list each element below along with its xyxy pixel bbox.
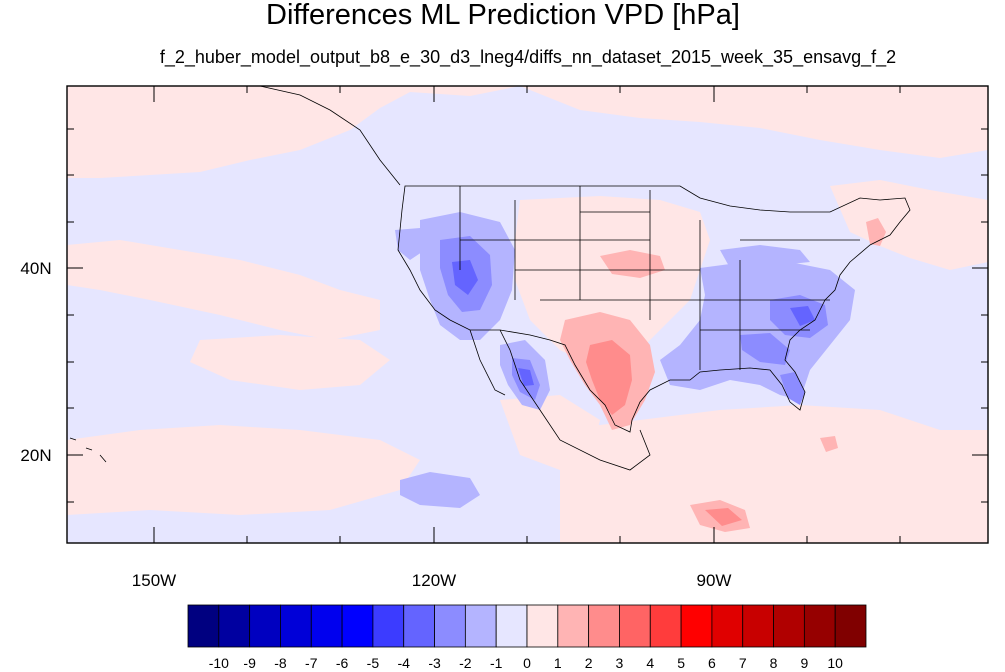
colorbar-tick-label: -10 xyxy=(209,655,229,671)
coastlines-and-borders xyxy=(69,86,911,471)
colorbar-tick-label: 10 xyxy=(827,655,843,671)
alaska-panhandle-coast xyxy=(259,86,401,186)
colorbar-tick-label: 1 xyxy=(554,655,562,671)
colorbar-segment xyxy=(649,604,682,648)
colorbar-segment xyxy=(187,604,220,648)
colorbar-tick-label: 3 xyxy=(616,655,624,671)
colorbar-segment xyxy=(619,604,651,648)
region-georgia-strong xyxy=(740,333,790,365)
positive-anomaly-light-regions xyxy=(67,86,988,543)
region-texas-red xyxy=(586,340,632,415)
colorbar-tick-label: -4 xyxy=(398,655,411,671)
hawaii-islands xyxy=(69,437,107,463)
colorbar-tick-label: -5 xyxy=(367,655,380,671)
colorbar-segment xyxy=(249,604,281,648)
region-north-pink xyxy=(520,86,988,158)
positive-anomaly-strong-regions xyxy=(586,340,742,526)
colorbar-segment xyxy=(218,604,251,648)
colorbar-segment xyxy=(495,604,528,648)
colorbar-tick-label: -6 xyxy=(336,655,349,671)
us-outline xyxy=(397,185,911,433)
region-gulf-caribbean-pink xyxy=(560,405,988,543)
x-tick-label-120w: 120W xyxy=(412,571,456,590)
colorbar-tick-label: -9 xyxy=(243,655,256,671)
region-southeast-blue xyxy=(660,262,855,400)
colorbar-tick-label: -2 xyxy=(459,655,472,671)
y-tick-label-20n: 20N xyxy=(20,446,51,465)
colorbar-segment xyxy=(680,604,713,648)
region-northwest-blue xyxy=(395,228,425,260)
colorbar-tick-label: 2 xyxy=(585,655,593,671)
colorbar-tick-label: -7 xyxy=(305,655,318,671)
baja-peninsula xyxy=(469,329,506,396)
region-nevada-deep xyxy=(452,260,478,295)
colorbar-segment xyxy=(434,604,466,648)
region-mid-pacific-pink xyxy=(190,335,390,390)
map-panel xyxy=(67,86,988,543)
region-baja-deep xyxy=(518,368,534,386)
x-tick-label-90w: 90W xyxy=(697,571,732,590)
mexico-coast xyxy=(499,329,651,471)
region-south-pacific-pink xyxy=(67,425,420,515)
colorbar-tick-label: -1 xyxy=(490,655,503,671)
colorbar-segment xyxy=(403,604,435,648)
colorbar-tick-label: 7 xyxy=(739,655,747,671)
colorbar-tick-label: 9 xyxy=(800,655,808,671)
x-tick-label-150w: 150W xyxy=(132,571,176,590)
colorbar-segment xyxy=(280,604,312,648)
region-kansas-salmon xyxy=(600,250,665,278)
region-mexico-pink xyxy=(500,395,600,470)
colorbar-segment xyxy=(372,604,405,648)
region-west-pacific-pink xyxy=(67,240,380,340)
region-northeast-pink xyxy=(830,180,988,270)
region-new-england-salmon xyxy=(866,218,886,246)
colorbar-segment xyxy=(557,604,590,648)
negative-anomaly-deep-regions xyxy=(452,260,815,386)
region-caribbean-red xyxy=(705,508,742,526)
colorbar-tick-label: 8 xyxy=(770,655,778,671)
colorbar-segment xyxy=(803,604,836,648)
colorbar-segment xyxy=(526,604,559,648)
colorbar-segment xyxy=(711,604,744,648)
colorbar-tick-label: 0 xyxy=(523,655,531,671)
y-tick-label-40n: 40N xyxy=(20,259,51,278)
region-carolina-deep xyxy=(790,306,815,326)
map-title: Differences ML Prediction VPD [hPa] xyxy=(266,0,740,31)
colorbar-segment xyxy=(464,604,497,648)
colorbar-tick-label: 5 xyxy=(677,655,685,671)
colorbar-tick-label: -8 xyxy=(274,655,287,671)
region-ohio-valley-blue xyxy=(720,245,810,268)
colorbar-segment xyxy=(341,604,374,648)
colorbar-tick-label: 6 xyxy=(708,655,716,671)
colorbar-segment xyxy=(834,604,867,648)
tick-marks xyxy=(67,86,988,543)
colorbar: -10 -9 -8 -7 -6 -5 -4 -3 -2 -1 0 1 2 3 4 5 6 7 8 9 10 xyxy=(187,604,867,671)
map-subtitle: f_2_huber_model_output_b8_e_30_d3_lneg4/… xyxy=(160,47,896,68)
colorbar-tick-label: -3 xyxy=(428,655,441,671)
region-north-pacific-pink xyxy=(67,86,520,178)
colorbar-segment xyxy=(773,604,805,648)
colorbar-segment xyxy=(588,604,620,648)
colorbar-segment xyxy=(742,604,774,648)
region-gulf-salmon xyxy=(820,436,838,452)
colorbar-segment xyxy=(310,604,343,648)
region-pacific-blob-blue xyxy=(400,472,480,508)
colorbar-tick-label: 4 xyxy=(646,655,654,671)
